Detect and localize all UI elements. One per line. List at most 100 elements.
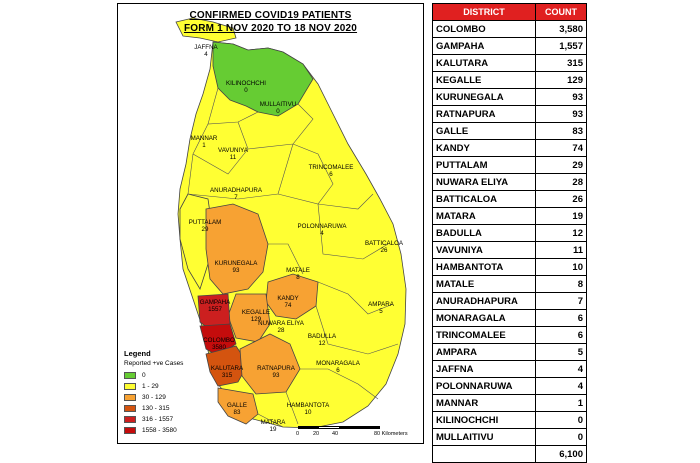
label-matara: MATARA 19	[260, 419, 286, 433]
legend-title: Legend	[124, 349, 151, 358]
legend-item: 30 - 129	[124, 392, 183, 403]
legend-swatch	[124, 372, 136, 379]
label-vavuniya: VAVUNIYA 11	[218, 147, 248, 161]
district-name-cell: NUWARA ELIYA	[432, 173, 536, 191]
count-cell: 8	[535, 275, 587, 293]
district-borders	[187, 87, 399, 428]
district-name-cell: RATNAPURA	[432, 105, 536, 123]
table-row: NUWARA ELIYA 28	[432, 173, 587, 191]
count-cell: 7	[535, 292, 587, 310]
district-name-cell: MANNAR	[432, 394, 536, 412]
label-hambantota: HAMBANTOTA 10	[286, 402, 330, 416]
label-nuwara-eliya: NUWARA ELIYA 28	[258, 320, 304, 334]
label-matale: MATALE 8	[286, 267, 310, 281]
table-row: KALUTARA 315	[432, 54, 587, 72]
label-kalutara: KALUTARA 315	[210, 365, 244, 379]
table-row: GALLE 83	[432, 122, 587, 140]
table-row: VAVUNIYA 11	[432, 241, 587, 259]
count-cell: 315	[535, 54, 587, 72]
table-row: JAFFNA 4	[432, 360, 587, 378]
table-row: KEGALLE 129	[432, 71, 587, 89]
legend-swatch	[124, 427, 136, 434]
label-trincomalee: TRINCOMALEE 6	[308, 164, 354, 178]
district-name-cell: KILINOCHCHI	[432, 411, 536, 429]
count-cell: 6	[535, 309, 587, 327]
count-cell: 93	[535, 105, 587, 123]
district-name-cell: ANURADHAPURA	[432, 292, 536, 310]
district-name-cell: PUTTALAM	[432, 156, 536, 174]
table-row: RATNAPURA 93	[432, 105, 587, 123]
district-name-cell: KEGALLE	[432, 71, 536, 89]
label-anuradhapura: ANURADHAPURA 7	[210, 187, 262, 201]
label-jaffna: JAFFNA 4	[194, 44, 218, 58]
kurunegala-region	[205, 203, 269, 295]
count-cell: 4	[535, 377, 587, 395]
count-cell: 1	[535, 394, 587, 412]
map-panel: CONFIRMED COVID19 PATIENTS FORM 1 NOV 20…	[117, 3, 424, 444]
label-ampara: AMPARA 5	[368, 301, 394, 315]
header-district: DISTRICT	[432, 3, 536, 21]
table-row: AMPARA 5	[432, 343, 587, 361]
district-name-cell: VAVUNIYA	[432, 241, 536, 259]
district-name-cell: MONARAGALA	[432, 309, 536, 327]
legend-swatch	[124, 394, 136, 401]
count-cell: 3,580	[535, 20, 587, 38]
district-name-cell: HAMBANTOTA	[432, 258, 536, 276]
table-row: MONARAGALA 6	[432, 309, 587, 327]
label-mannar: MANNAR 1	[190, 135, 218, 149]
district-name-cell: MATALE	[432, 275, 536, 293]
map-legend: Legend Reported +ve Cases 0 1 - 29 30 - …	[124, 349, 183, 436]
legend-item: 130 - 315	[124, 403, 183, 414]
legend-item: 1 - 29	[124, 381, 183, 392]
table-row: MATARA 19	[432, 207, 587, 225]
total-count-cell: 6,100	[535, 445, 587, 463]
table-row: MANNAR 1	[432, 394, 587, 412]
district-name-cell: GALLE	[432, 122, 536, 140]
district-name-cell: MULLAITIVU	[432, 428, 536, 446]
label-kilinochchi: KILINOCHCHI 0	[226, 80, 266, 94]
total-row: 6,100	[432, 445, 587, 463]
table-row: KILINOCHCHI 0	[432, 411, 587, 429]
label-kegalle: KEGALLE 129	[241, 309, 271, 323]
label-colombo: COLOMBO 3580	[203, 337, 235, 351]
district-count-table: DISTRICT COUNT COLOMBO 3,580 GAMPAHA 1,557 K…	[432, 3, 587, 463]
table-row: GAMPAHA 1,557	[432, 37, 587, 55]
table-row: KURUNEGALA 93	[432, 88, 587, 106]
table-row: PUTTALAM 29	[432, 156, 587, 174]
district-name-cell: BATTICALOA	[432, 190, 536, 208]
count-cell: 83	[535, 122, 587, 140]
district-name-cell: KALUTARA	[432, 54, 536, 72]
district-name-cell: GAMPAHA	[432, 37, 536, 55]
legend-label: 316 - 1557	[142, 416, 174, 423]
galle-region	[217, 387, 259, 425]
total-label-cell	[432, 445, 536, 463]
jaffna-region	[175, 17, 237, 43]
table-row: HAMBANTOTA 10	[432, 258, 587, 276]
count-cell: 1,557	[535, 37, 587, 55]
label-batticaloa: BATTICALOA 26	[364, 240, 404, 254]
kalutara-region	[205, 345, 249, 387]
count-cell: 0	[535, 411, 587, 429]
legend-swatch	[124, 383, 136, 390]
legend-label: 0	[142, 372, 146, 379]
legend-item: 316 - 1557	[124, 414, 183, 425]
scale-tick: 0	[296, 431, 300, 437]
scale-tick: 80 Kilometers	[374, 431, 408, 437]
table-row: MULLAITIVU 0	[432, 428, 587, 446]
label-ratnapura: RATNAPURA 93	[257, 365, 295, 379]
legend-swatch	[124, 416, 136, 423]
ratnapura-region	[239, 333, 301, 395]
table-row: MATALE 8	[432, 275, 587, 293]
table-row: BADULLA 12	[432, 224, 587, 242]
legend-item: 0	[124, 370, 183, 381]
label-polonnaruwa: POLONNARUWA 4	[297, 223, 347, 237]
legend-item: 1558 - 3580	[124, 425, 183, 436]
legend-subtitle: Reported +ve Cases	[124, 360, 184, 367]
scale-tick: 20	[313, 431, 320, 437]
label-mullaitivu: MULLAITIVU 0	[259, 101, 297, 115]
table-row: POLONNARUWA 4	[432, 377, 587, 395]
legend-label: 30 - 129	[142, 394, 166, 401]
count-cell: 0	[535, 428, 587, 446]
count-cell: 6	[535, 326, 587, 344]
sri-lanka-map	[175, 17, 407, 429]
